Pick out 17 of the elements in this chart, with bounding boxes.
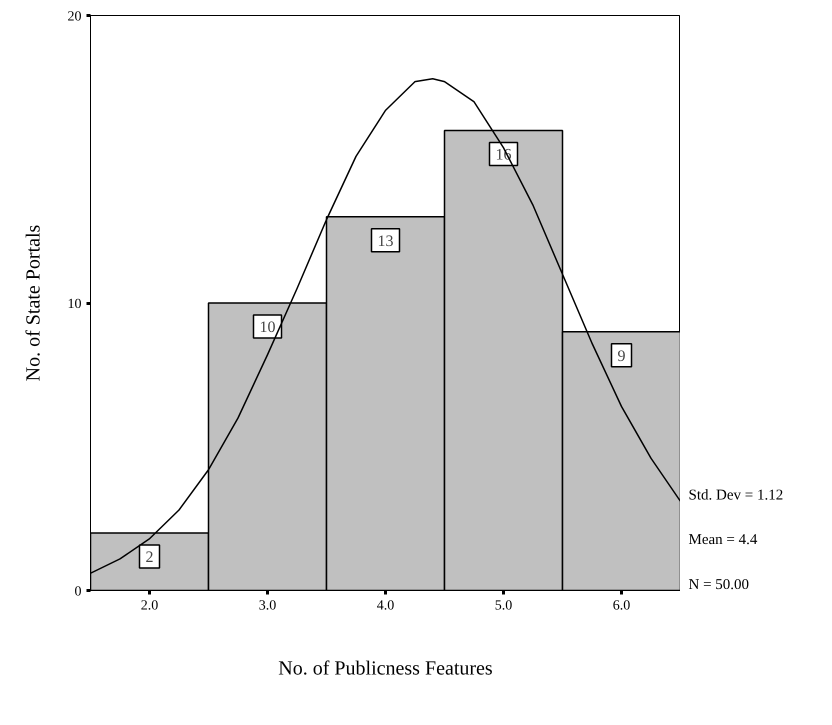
x-axis-title: No. of Publicness Features: [278, 658, 493, 680]
data-label: 2: [146, 549, 154, 566]
x-tick-label: 3.0: [258, 598, 276, 614]
y-axis-title: No. of State Portals: [22, 224, 44, 382]
x-tick-label: 5.0: [494, 598, 512, 614]
y-tick-label: 20: [68, 10, 82, 24]
data-label: 13: [378, 232, 394, 250]
x-tick-label: 4.0: [376, 598, 394, 614]
y-tick-label: 0: [74, 584, 82, 600]
data-label: 10: [260, 319, 276, 336]
data-label: 9: [618, 348, 626, 365]
x-tick-label: 6.0: [612, 598, 630, 614]
y-tick-label: 10: [68, 297, 82, 312]
text: Std. Dev = 1.12: [688, 488, 784, 504]
text: Mean = 4.4: [688, 532, 758, 548]
x-tick-label: 2.0: [140, 598, 158, 614]
text: N = 50.00: [688, 576, 750, 593]
